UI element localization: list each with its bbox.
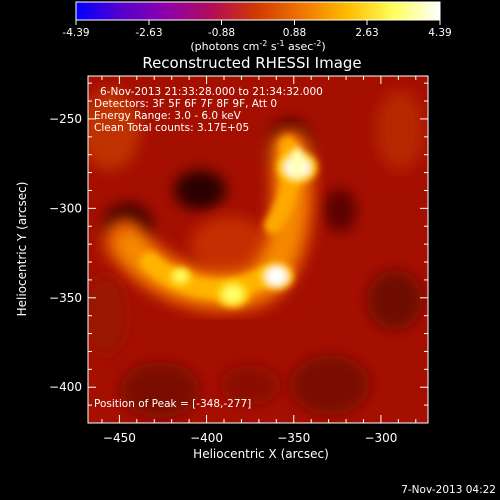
x-axis-ticks: −450 −400 −350 −300 xyxy=(101,76,417,445)
colorbar-tick-label: 4.39 xyxy=(428,27,451,39)
colorbar-tick-label: 2.63 xyxy=(355,27,378,39)
y-tick-label: −350 xyxy=(49,291,82,305)
heatmap-sources xyxy=(169,147,318,308)
chart-title: Reconstructed RHESSI Image xyxy=(142,54,361,72)
source-core xyxy=(222,285,243,304)
plot-annotations: 6-Nov-2013 21:33:28.000 to 21:34:32.000D… xyxy=(94,86,323,134)
plot-timestamp: 7-Nov-2013 04:22 xyxy=(401,484,496,496)
colorbar-tick-label: -4.39 xyxy=(62,27,89,39)
x-tick-label: −450 xyxy=(103,431,136,445)
colorbar-ticks: -4.39 -2.63 -0.88 0.88 2.63 4.39 xyxy=(62,20,452,39)
heatmap-image xyxy=(88,76,428,423)
colorbar-tick-label: -2.63 xyxy=(135,27,162,39)
annotation-line: Energy Range: 3.0 - 6.0 keV xyxy=(94,110,242,122)
peak-position-label: Position of Peak = [-348,-277] xyxy=(94,398,251,410)
colorbar-tick-label: 0.88 xyxy=(283,27,306,39)
plot-frame xyxy=(87,75,429,424)
colorbar: -4.39 -2.63 -0.88 0.88 2.63 4.39 (photons cm-… xyxy=(62,1,452,53)
source-core xyxy=(265,267,287,286)
annotation-line: Detectors: 3F 5F 6F 7F 8F 9F, Att 0 xyxy=(94,98,277,110)
source-core xyxy=(173,270,188,283)
y-axis-label: Heliocentric Y (arcsec) xyxy=(15,182,29,317)
y-tick-label: −300 xyxy=(49,201,82,215)
y-tick-label: −400 xyxy=(49,380,82,394)
y-axis-ticks: −250 −300 −350 −400 xyxy=(49,82,428,424)
annotation-line: 6-Nov-2013 21:33:28.000 to 21:34:32.000 xyxy=(100,86,323,98)
y-tick-label: −250 xyxy=(49,112,82,126)
colorbar-bar xyxy=(75,1,441,21)
x-tick-label: −350 xyxy=(277,431,310,445)
peak-core xyxy=(290,147,305,180)
x-axis-label: Heliocentric X (arcsec) xyxy=(193,447,329,461)
colorbar-units: (photons cm-2 s-1 asec-2) xyxy=(190,39,325,53)
x-tick-label: −300 xyxy=(364,431,397,445)
x-tick-label: −400 xyxy=(190,431,223,445)
annotation-line: Clean Total counts: 3.17E+05 xyxy=(94,122,249,134)
colorbar-tick-label: -0.88 xyxy=(208,27,235,39)
